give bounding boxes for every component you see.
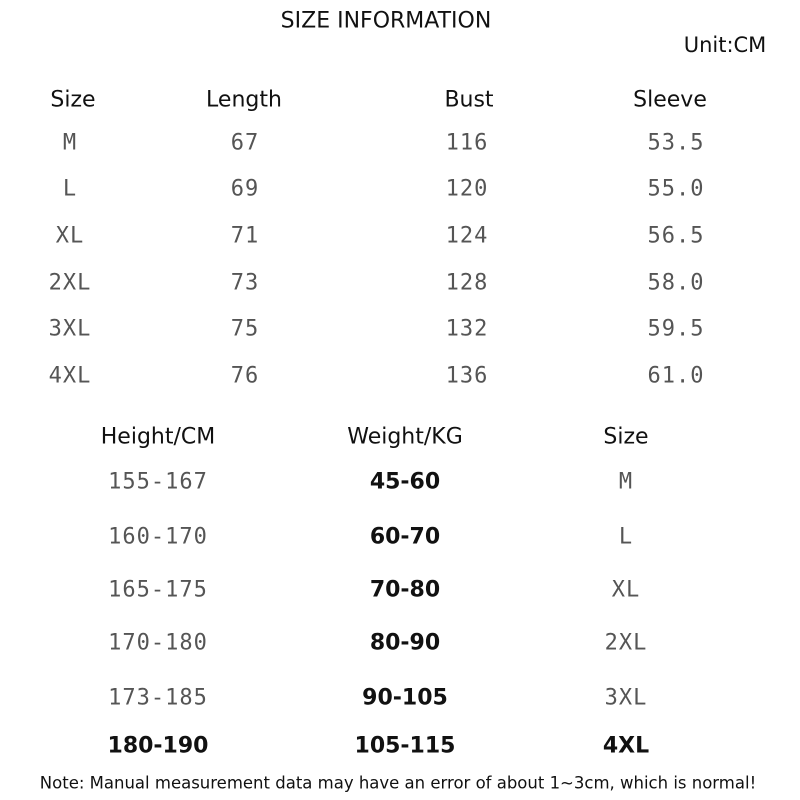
cell: 55.0 <box>647 176 705 202</box>
column-header: Length <box>206 87 282 113</box>
cell: 3XL <box>604 685 648 711</box>
cell: 76 <box>230 363 260 389</box>
cell: 70-80 <box>369 577 441 603</box>
column-header: Sleeve <box>633 87 707 113</box>
title: SIZE INFORMATION <box>280 8 492 34</box>
cell: 61.0 <box>647 363 705 389</box>
cell: 160-170 <box>108 524 208 550</box>
cell: 58.0 <box>647 270 705 296</box>
column-header: Bust <box>444 87 494 113</box>
cell: XL <box>611 577 641 603</box>
cell: 165-175 <box>108 577 208 603</box>
cell: M <box>618 469 634 495</box>
cell: 69 <box>230 176 260 202</box>
cell: XL <box>55 223 85 249</box>
cell: 170-180 <box>108 630 208 656</box>
cell: 2XL <box>604 630 648 656</box>
cell: 4XL <box>602 733 650 759</box>
column-header: Weight/KG <box>347 424 463 450</box>
cell: 155-167 <box>108 469 208 495</box>
unit: Unit:CM <box>683 33 767 57</box>
cell: 4XL <box>48 363 92 389</box>
cell: 128 <box>445 270 489 296</box>
cell: 56.5 <box>647 223 705 249</box>
cell: 45-60 <box>369 469 441 495</box>
column-header: Size <box>603 424 649 450</box>
cell: M <box>62 130 78 156</box>
cell: 2XL <box>48 270 92 296</box>
cell: L <box>618 524 634 550</box>
cell: 3XL <box>48 316 92 342</box>
note: Note: Manual measurement data may have a… <box>39 773 757 793</box>
cell: 71 <box>230 223 260 249</box>
cell: 53.5 <box>647 130 705 156</box>
cell: L <box>62 176 78 202</box>
cell: 120 <box>445 176 489 202</box>
cell: 59.5 <box>647 316 705 342</box>
cell: 75 <box>230 316 260 342</box>
cell: 136 <box>445 363 489 389</box>
column-header: Height/CM <box>100 424 216 450</box>
cell: 60-70 <box>369 524 441 550</box>
cell: 180-190 <box>107 733 209 759</box>
column-header: Size <box>50 87 96 113</box>
cell: 90-105 <box>362 685 448 711</box>
cell: 173-185 <box>108 685 208 711</box>
cell: 124 <box>445 223 489 249</box>
cell: 73 <box>230 270 260 296</box>
cell: 116 <box>445 130 489 156</box>
cell: 132 <box>445 316 489 342</box>
cell: 105-115 <box>354 733 456 759</box>
cell: 67 <box>230 130 260 156</box>
cell: 80-90 <box>369 630 441 656</box>
